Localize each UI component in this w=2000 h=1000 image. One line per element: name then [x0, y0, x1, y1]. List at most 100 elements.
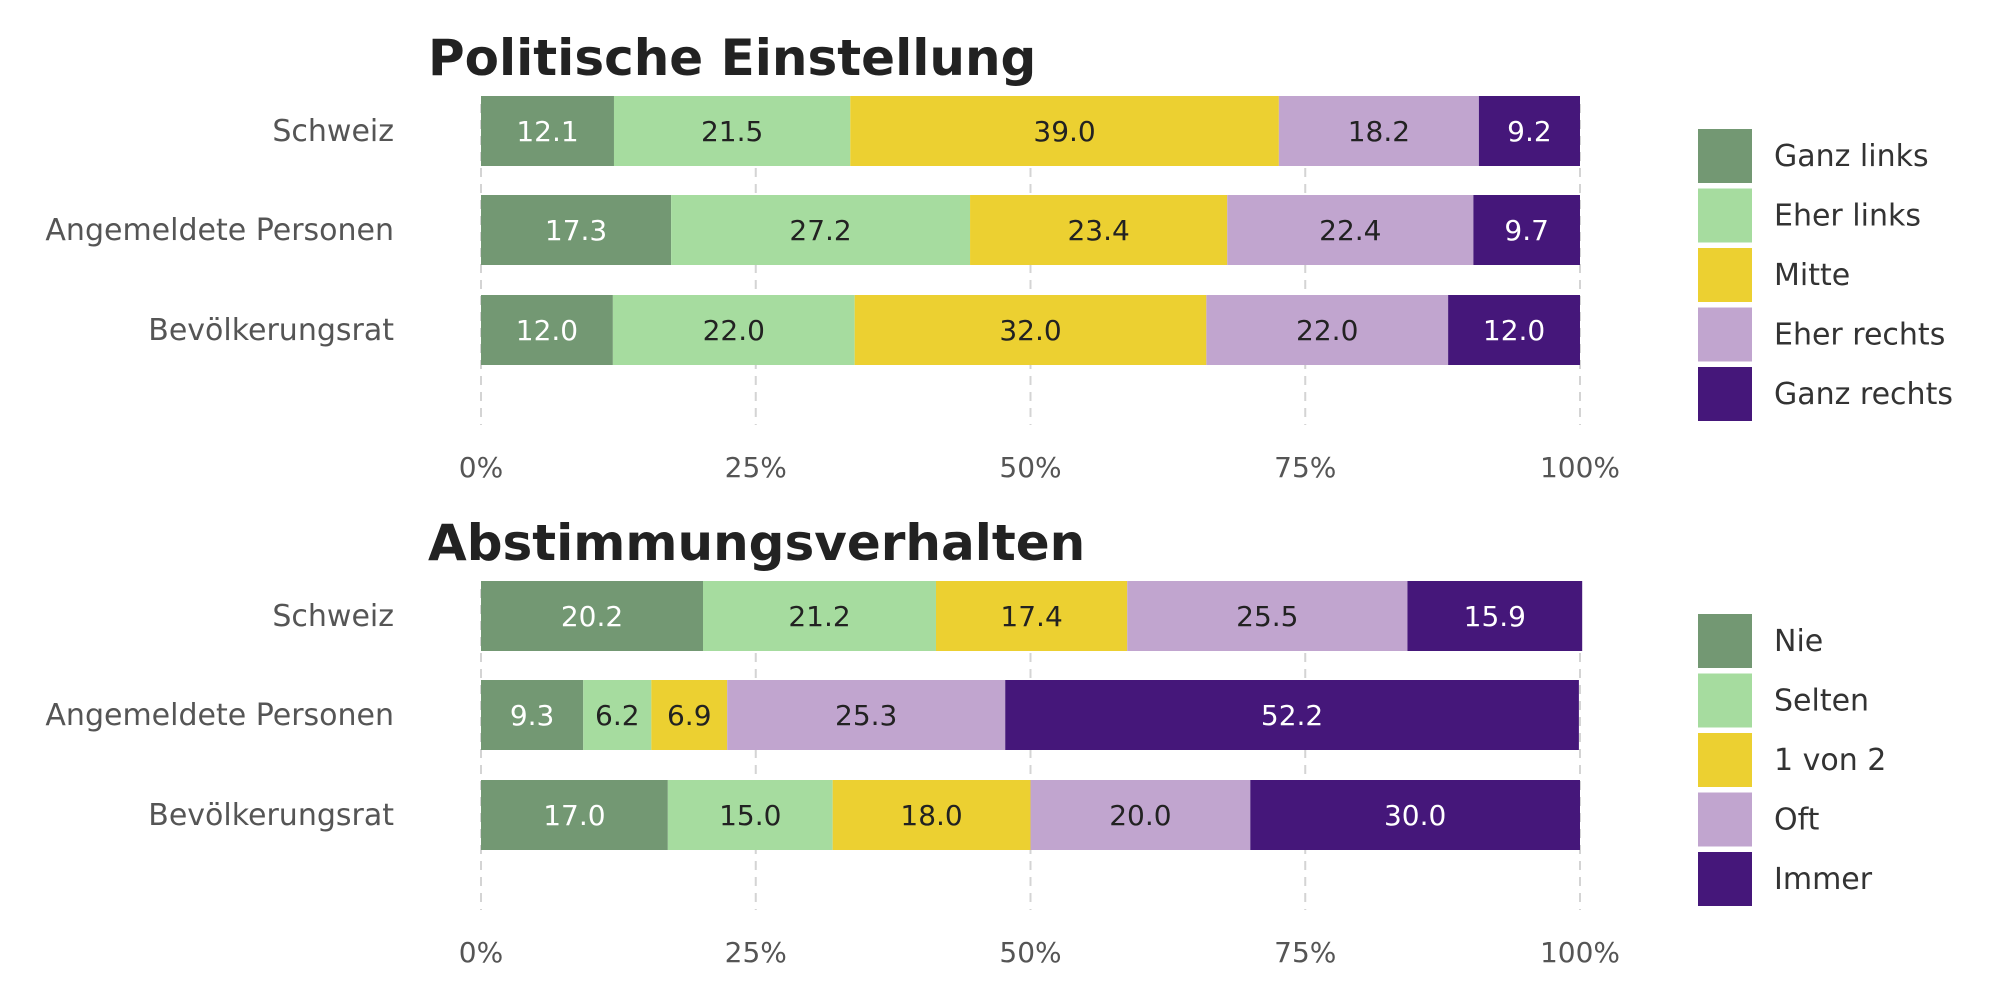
- bar-segment-oft: [1030, 780, 1251, 850]
- bar-value-label: 21.2: [788, 600, 850, 633]
- bar-segment-eher-rechts: [1206, 295, 1449, 365]
- bar-segment-ganz-links: [481, 96, 614, 166]
- legend-swatch: [1698, 792, 1752, 847]
- bar-value-label: 17.3: [545, 214, 607, 247]
- bar-segment-mitte: [970, 195, 1228, 265]
- legend-swatch: [1698, 307, 1752, 362]
- bar-segment-nie: [481, 581, 703, 651]
- category-label: Angemeldete Personen: [45, 213, 394, 248]
- bar-segment-1-von-2: [935, 581, 1128, 651]
- bar-segment-mitte: [850, 96, 1279, 166]
- bar-value-label: 9.7: [1504, 214, 1549, 247]
- bar-value-label: 15.9: [1464, 600, 1526, 633]
- x-tick-label: 75%: [1274, 451, 1336, 484]
- legend-label: Immer: [1774, 862, 1873, 897]
- bar-value-label: 52.2: [1261, 699, 1323, 732]
- bar-segment-selten: [583, 680, 652, 750]
- bar-segment-selten: [702, 581, 936, 651]
- bar-value-label: 23.4: [1067, 214, 1129, 247]
- bar-segment-immer: [1407, 581, 1583, 651]
- bar-value-label: 39.0: [1033, 115, 1095, 148]
- bar-value-label: 20.0: [1109, 799, 1171, 832]
- bar-segment-oft: [1127, 581, 1408, 651]
- bar-segment-ganz-rechts: [1473, 195, 1580, 265]
- category-label: Angemeldete Personen: [45, 698, 394, 733]
- bar-segment-immer: [1250, 780, 1580, 850]
- legend-label: Nie: [1774, 624, 1823, 659]
- x-tick-label: 0%: [459, 936, 503, 969]
- x-tick-label: 50%: [999, 936, 1061, 969]
- x-tick-label: 100%: [1540, 451, 1620, 484]
- bar-value-label: 15.0: [719, 799, 781, 832]
- bar-segment-selten: [667, 780, 833, 850]
- bar-segment-eher-links: [612, 295, 855, 365]
- chart-title: Abstimmungsverhalten: [428, 514, 1085, 572]
- bar-value-label: 6.9: [667, 699, 712, 732]
- bar-value-label: 27.2: [789, 214, 851, 247]
- bar-segment-1-von-2: [651, 680, 728, 750]
- bar-segment-eher-rechts: [1278, 96, 1479, 166]
- legend-swatch: [1698, 129, 1752, 183]
- legend-label: Oft: [1774, 803, 1820, 838]
- x-tick-label: 100%: [1540, 936, 1620, 969]
- bar-value-label: 6.2: [595, 699, 640, 732]
- legend-swatch: [1698, 614, 1752, 668]
- bar-segment-mitte: [854, 295, 1207, 365]
- bar-value-label: 20.2: [561, 600, 623, 633]
- bar-segment-ganz-links: [481, 195, 672, 265]
- bar-segment-ganz-links: [481, 295, 613, 365]
- legend-swatch: [1698, 673, 1752, 728]
- legend-swatch: [1698, 852, 1752, 906]
- bar-segment-eher-links: [671, 195, 971, 265]
- category-label: Bevölkerungsrat: [148, 313, 394, 348]
- bar-segment-nie: [481, 780, 668, 850]
- legend-label: Mitte: [1774, 258, 1850, 293]
- chart-politische-einstellung: Politische Einstellung 0% 25% 50% 75% 100% Sch…: [45, 29, 1953, 484]
- bar-value-label: 12.0: [516, 314, 578, 347]
- bar-value-label: 18.2: [1348, 115, 1410, 148]
- category-label: Schweiz: [272, 114, 394, 149]
- legend-swatch: [1698, 367, 1752, 421]
- category-label: Bevölkerungsrat: [148, 798, 394, 833]
- bar-value-label: 17.4: [1000, 600, 1062, 633]
- chart-title: Politische Einstellung: [428, 29, 1036, 87]
- x-tick-label: 25%: [725, 451, 787, 484]
- legend-label: Eher links: [1774, 199, 1921, 234]
- bar-value-label: 21.5: [701, 115, 763, 148]
- bar-segment-1-von-2: [832, 780, 1031, 850]
- bar-value-label: 18.0: [900, 799, 962, 832]
- legend-swatch: [1698, 188, 1752, 243]
- legend-swatch: [1698, 733, 1752, 787]
- bar-value-label: 22.0: [1296, 314, 1358, 347]
- bar-segment-eher-rechts: [1227, 195, 1474, 265]
- legend-swatch: [1698, 248, 1752, 302]
- bar-value-label: 9.2: [1507, 115, 1552, 148]
- legend-label: 1 von 2: [1774, 743, 1886, 778]
- category-label: Schweiz: [272, 599, 394, 634]
- bar-value-label: 25.3: [835, 699, 897, 732]
- legend-label: Eher rechts: [1774, 318, 1945, 353]
- bar-value-label: 22.4: [1319, 214, 1381, 247]
- bar-segment-oft: [727, 680, 1006, 750]
- bar-value-label: 17.0: [543, 799, 605, 832]
- bar-value-label: 12.1: [516, 115, 578, 148]
- legend-label: Ganz rechts: [1774, 377, 1953, 412]
- chart-abstimmungsverhalten: Abstimmungsverhalten 0% 25% 50% 75% 100% Schwe…: [45, 514, 1886, 969]
- legend-label: Selten: [1774, 684, 1869, 719]
- bar-segment-ganz-rechts: [1478, 96, 1580, 166]
- bar-value-label: 9.3: [510, 699, 555, 732]
- x-tick-label: 25%: [725, 936, 787, 969]
- x-tick-label: 50%: [999, 451, 1061, 484]
- bar-segment-ganz-rechts: [1448, 295, 1580, 365]
- x-tick-label: 75%: [1274, 936, 1336, 969]
- legend-label: Ganz links: [1774, 139, 1929, 174]
- bar-value-label: 30.0: [1384, 799, 1446, 832]
- bar-value-label: 22.0: [703, 314, 765, 347]
- bar-segment-immer: [1005, 680, 1579, 750]
- bar-value-label: 32.0: [999, 314, 1061, 347]
- bar-segment-nie: [481, 680, 584, 750]
- bar-value-label: 12.0: [1483, 314, 1545, 347]
- bar-segment-eher-links: [613, 96, 851, 166]
- bar-value-label: 25.5: [1236, 600, 1298, 633]
